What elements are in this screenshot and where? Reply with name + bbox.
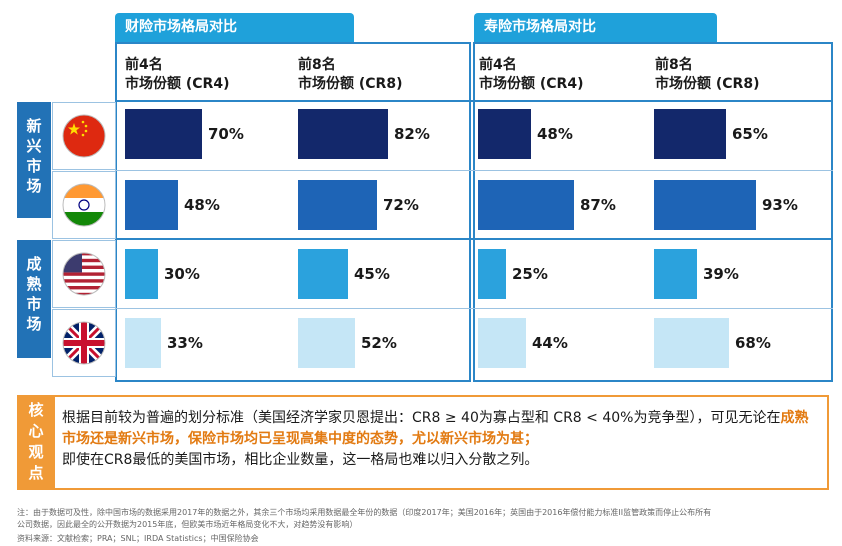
core-viewpoint-label: 核心观点: [17, 395, 55, 490]
row-separator: [115, 170, 833, 171]
bar-label-series3-row1: 93%: [762, 196, 798, 214]
bar-series1-row2: [298, 249, 348, 299]
life-insurance-tab: 寿险市场格局对比: [474, 13, 717, 42]
bar-label-series0-row0: 70%: [208, 125, 244, 143]
note-text-before: 根据目前较为普遍的划分标准（美国经济学家贝恩提出：CR8 ≥ 40为寡占型和 C…: [62, 410, 781, 426]
mature-market-text: 成熟市场: [26, 255, 42, 333]
bar-series2-row0: [478, 109, 531, 159]
bar-label-series2-row1: 87%: [580, 196, 616, 214]
flag-cell-china: [52, 102, 116, 170]
bar-label-series2-row2: 25%: [512, 265, 548, 283]
bar-series3-row2: [654, 249, 697, 299]
property-panel: [115, 42, 471, 382]
bar-series1-row0: [298, 109, 388, 159]
usa-flag-icon: [62, 252, 106, 296]
bar-series0-row3: [125, 318, 161, 368]
flag-cell-india: [52, 171, 116, 239]
note-highlight: 成熟市场还是新兴市场，保险市场均已呈现高集中度的态势，尤以新兴市场为甚；: [62, 410, 809, 447]
footnote-line1: 注：由于数据可及性，除中国市场的数据采用2017年的数据之外，其余三个市场均采用…: [17, 508, 712, 517]
bar-label-series1-row1: 72%: [383, 196, 419, 214]
bar-series3-row1: [654, 180, 756, 230]
bar-label-series1-row0: 82%: [394, 125, 430, 143]
bar-label-series0-row3: 33%: [167, 334, 203, 352]
bar-series0-row2: [125, 249, 158, 299]
bar-label-series0-row2: 30%: [164, 265, 200, 283]
mature-market-label: 成熟市场: [17, 240, 51, 358]
flag-cell-uk: [52, 309, 116, 377]
china-flag-icon: [62, 114, 106, 158]
bar-label-series0-row1: 48%: [184, 196, 220, 214]
bar-label-series2-row3: 44%: [532, 334, 568, 352]
bar-series2-row3: [478, 318, 526, 368]
india-flag-icon: [62, 183, 106, 227]
emerging-market-text: 新兴市场: [26, 117, 42, 195]
col-header-l-cr4: 前4名 市场份额 (CR4): [479, 57, 584, 92]
life-panel: [473, 42, 833, 382]
bar-series1-row3: [298, 318, 355, 368]
emerging-market-label: 新兴市场: [17, 102, 51, 218]
bar-series0-row1: [125, 180, 178, 230]
col-header-p-cr8: 前8名 市场份额 (CR8): [298, 57, 403, 92]
col-header-p-cr4: 前4名 市场份额 (CR4): [125, 57, 230, 92]
bar-label-series3-row0: 65%: [732, 125, 768, 143]
property-insurance-tab: 财险市场格局对比: [115, 13, 354, 42]
bar-label-series1-row3: 52%: [361, 334, 397, 352]
bar-series2-row2: [478, 249, 506, 299]
col-header-l-cr8: 前8名 市场份额 (CR8): [655, 57, 760, 92]
bar-series1-row1: [298, 180, 377, 230]
core-viewpoint-label-text: 核心观点: [28, 401, 44, 482]
bar-label-series1-row2: 45%: [354, 265, 390, 283]
bar-label-series2-row0: 48%: [537, 125, 573, 143]
bar-series2-row1: [478, 180, 574, 230]
flag-cell-usa: [52, 240, 116, 308]
bar-label-series3-row2: 39%: [703, 265, 739, 283]
bar-label-series3-row3: 68%: [735, 334, 771, 352]
note-text-after: 即使在CR8最低的美国市场，相比企业数量，这一格局也难以归入分散之列。: [62, 452, 539, 468]
bar-series0-row0: [125, 109, 202, 159]
footnote-line2: 公司数据，因此最全的公开数据为2015年底，但欧美市场近年格局变化不大，对趋势没…: [17, 520, 358, 529]
uk-flag-icon: [62, 321, 106, 365]
source-line: 资料来源：文献检索；PRA；SNL；IRDA Statistics；中国保险协会: [17, 534, 259, 543]
row-separator: [115, 308, 833, 309]
core-viewpoint-text: 根据目前较为普遍的划分标准（美国经济学家贝恩提出：CR8 ≥ 40为寡占型和 C…: [62, 408, 822, 471]
header-separator: [115, 100, 833, 102]
bar-series3-row3: [654, 318, 729, 368]
bar-series3-row0: [654, 109, 726, 159]
group-separator: [115, 238, 833, 240]
